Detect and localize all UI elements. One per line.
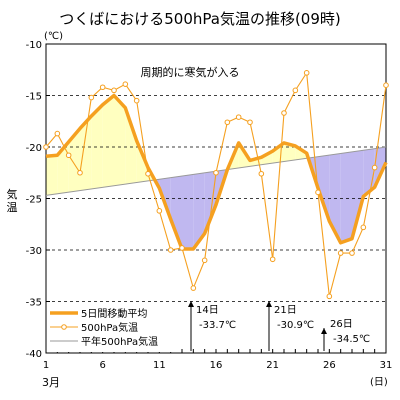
data-point-500hpa	[111, 87, 117, 94]
annotation-layer: 周期的に寒気が入る 14日 -33.7℃ 21日 -30.9℃ 26日 -34.5℃	[141, 65, 370, 351]
annotation-day: 21日	[274, 305, 297, 316]
data-point-500hpa	[371, 164, 378, 171]
data-point-500hpa	[65, 152, 72, 159]
below-normal-fill	[318, 155, 330, 222]
data-point-500hpa	[337, 250, 344, 256]
above-normal-fill	[57, 141, 69, 194]
data-point-500hpa	[43, 144, 49, 150]
data-point-500hpa	[303, 70, 310, 76]
series-layer	[43, 70, 389, 300]
x-tick-label: 16	[210, 360, 223, 371]
data-point-500hpa	[156, 208, 163, 214]
data-point-500hpa	[145, 170, 151, 177]
legend-item-500hpa-label: 500hPa気温	[81, 321, 138, 334]
data-point-500hpa	[360, 224, 367, 231]
data-point-500hpa	[179, 245, 185, 251]
annotation-value: -34.5℃	[333, 334, 370, 345]
data-point-500hpa	[224, 119, 231, 126]
annotation-arrowhead	[266, 301, 272, 307]
data-point-500hpa	[213, 169, 219, 176]
above-normal-fill	[284, 142, 296, 162]
x-unit-label: (日)	[370, 377, 388, 388]
x-tick-label: 1	[43, 360, 49, 371]
x-tick-label: 21	[266, 360, 279, 371]
y-tick-label: -25	[26, 195, 42, 206]
y-tick-label: -40	[26, 349, 42, 360]
annotation-value: -30.9℃	[277, 320, 314, 331]
above-normal-fill	[68, 128, 80, 193]
data-point-500hpa	[326, 293, 333, 300]
annotation-day: 14日	[196, 305, 219, 316]
annotation-cold-air: 周期的に寒気が入る	[141, 65, 240, 79]
y-axis-title: 気温	[7, 187, 18, 214]
data-point-500hpa	[269, 256, 276, 263]
below-normal-fill	[193, 172, 205, 249]
data-point-500hpa	[349, 250, 355, 256]
legend-item-moving-average-label: 5日間移動平均	[81, 307, 147, 320]
y-tick-label: -15	[26, 92, 42, 103]
series-line-moving-average	[45, 93, 388, 251]
data-point-500hpa	[383, 82, 389, 88]
data-point-500hpa	[133, 97, 140, 104]
data-point-500hpa	[77, 169, 83, 176]
annotation-arrowhead	[321, 328, 327, 334]
data-point-500hpa	[122, 81, 129, 87]
chart-title: つくばにおける500hPa気温の推移(09時)	[59, 10, 341, 28]
data-point-500hpa	[292, 87, 299, 94]
above-normal-fill	[114, 95, 126, 186]
data-point-500hpa	[315, 189, 321, 196]
above-normal-fill	[125, 107, 137, 185]
x-tick-label: 31	[380, 360, 393, 371]
below-normal-fill	[170, 176, 182, 249]
data-point-500hpa	[54, 130, 61, 137]
legend-item-500hpa-marker	[61, 324, 67, 330]
x-tick-label: 26	[323, 360, 336, 371]
data-point-500hpa	[258, 170, 265, 177]
data-point-500hpa	[247, 119, 253, 126]
grid-layer	[46, 95, 386, 302]
y-unit-label: (℃)	[44, 31, 63, 42]
below-normal-fill	[182, 174, 194, 249]
y-tick-label: -20	[26, 143, 42, 154]
y-axis-title-char-2: 温	[7, 201, 18, 214]
legend-item-normal-label: 平年500hPa気温	[81, 335, 158, 348]
data-point-500hpa	[99, 84, 106, 91]
above-normal-fill	[80, 116, 92, 191]
x-tick-label: 11	[153, 360, 166, 371]
y-tick-label: -10	[26, 40, 42, 51]
annotation-arrowhead	[188, 301, 194, 307]
below-normal-fill	[352, 150, 364, 239]
x-tick-label: 6	[99, 360, 105, 371]
axis-layer: -10-15-20-25-30-35-401 6 11 16 21 26 31	[26, 40, 393, 371]
y-tick-label: -35	[26, 298, 42, 309]
data-point-500hpa	[88, 94, 95, 101]
y-tick-label: -30	[26, 246, 42, 257]
annotation-value: -33.7℃	[199, 320, 236, 331]
data-point-500hpa	[190, 285, 197, 291]
above-normal-fill	[102, 95, 114, 188]
y-axis-title-char-1: 気	[7, 187, 18, 201]
below-normal-fill	[204, 171, 216, 234]
above-normal-fill	[46, 155, 58, 196]
data-point-500hpa	[281, 110, 287, 116]
data-point-500hpa	[167, 247, 174, 253]
month-label: 3月	[42, 376, 60, 389]
annotation-day: 26日	[330, 319, 353, 330]
data-point-500hpa	[201, 257, 208, 264]
below-normal-fill	[340, 151, 352, 243]
data-point-500hpa	[235, 114, 242, 120]
